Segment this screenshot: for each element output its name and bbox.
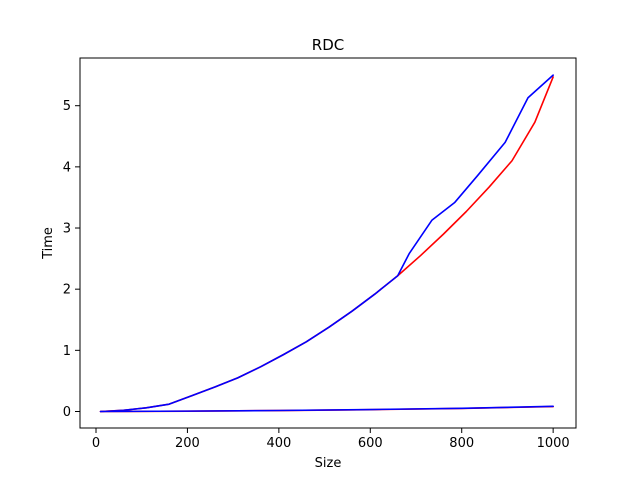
x-tick-label: 0 (92, 436, 100, 451)
x-tick-label: 200 (175, 436, 200, 451)
y-tick-label: 0 (63, 405, 71, 420)
plot-frame (79, 57, 577, 429)
x-tick-label: 600 (358, 436, 383, 451)
chart-title: RDC (312, 36, 344, 54)
y-tick-label: 5 (63, 99, 71, 114)
series-upper-blue (99, 74, 554, 413)
y-tick-label: 1 (63, 344, 71, 359)
y-tick-label: 2 (63, 283, 71, 298)
series-lower-blue (99, 405, 554, 413)
x-tick-label: 1000 (537, 436, 570, 451)
y-tick-label: 4 (63, 160, 71, 175)
x-tick-label: 800 (449, 436, 474, 451)
y-axis-label: Time (41, 227, 56, 260)
x-axis: 0 200 400 600 800 1000 (92, 428, 570, 451)
x-tick-label: 400 (266, 436, 291, 451)
series-layer (99, 74, 554, 413)
y-axis: 0 1 2 3 4 5 (63, 99, 80, 420)
x-axis-label: Size (315, 456, 342, 471)
y-tick-label: 3 (63, 222, 71, 237)
